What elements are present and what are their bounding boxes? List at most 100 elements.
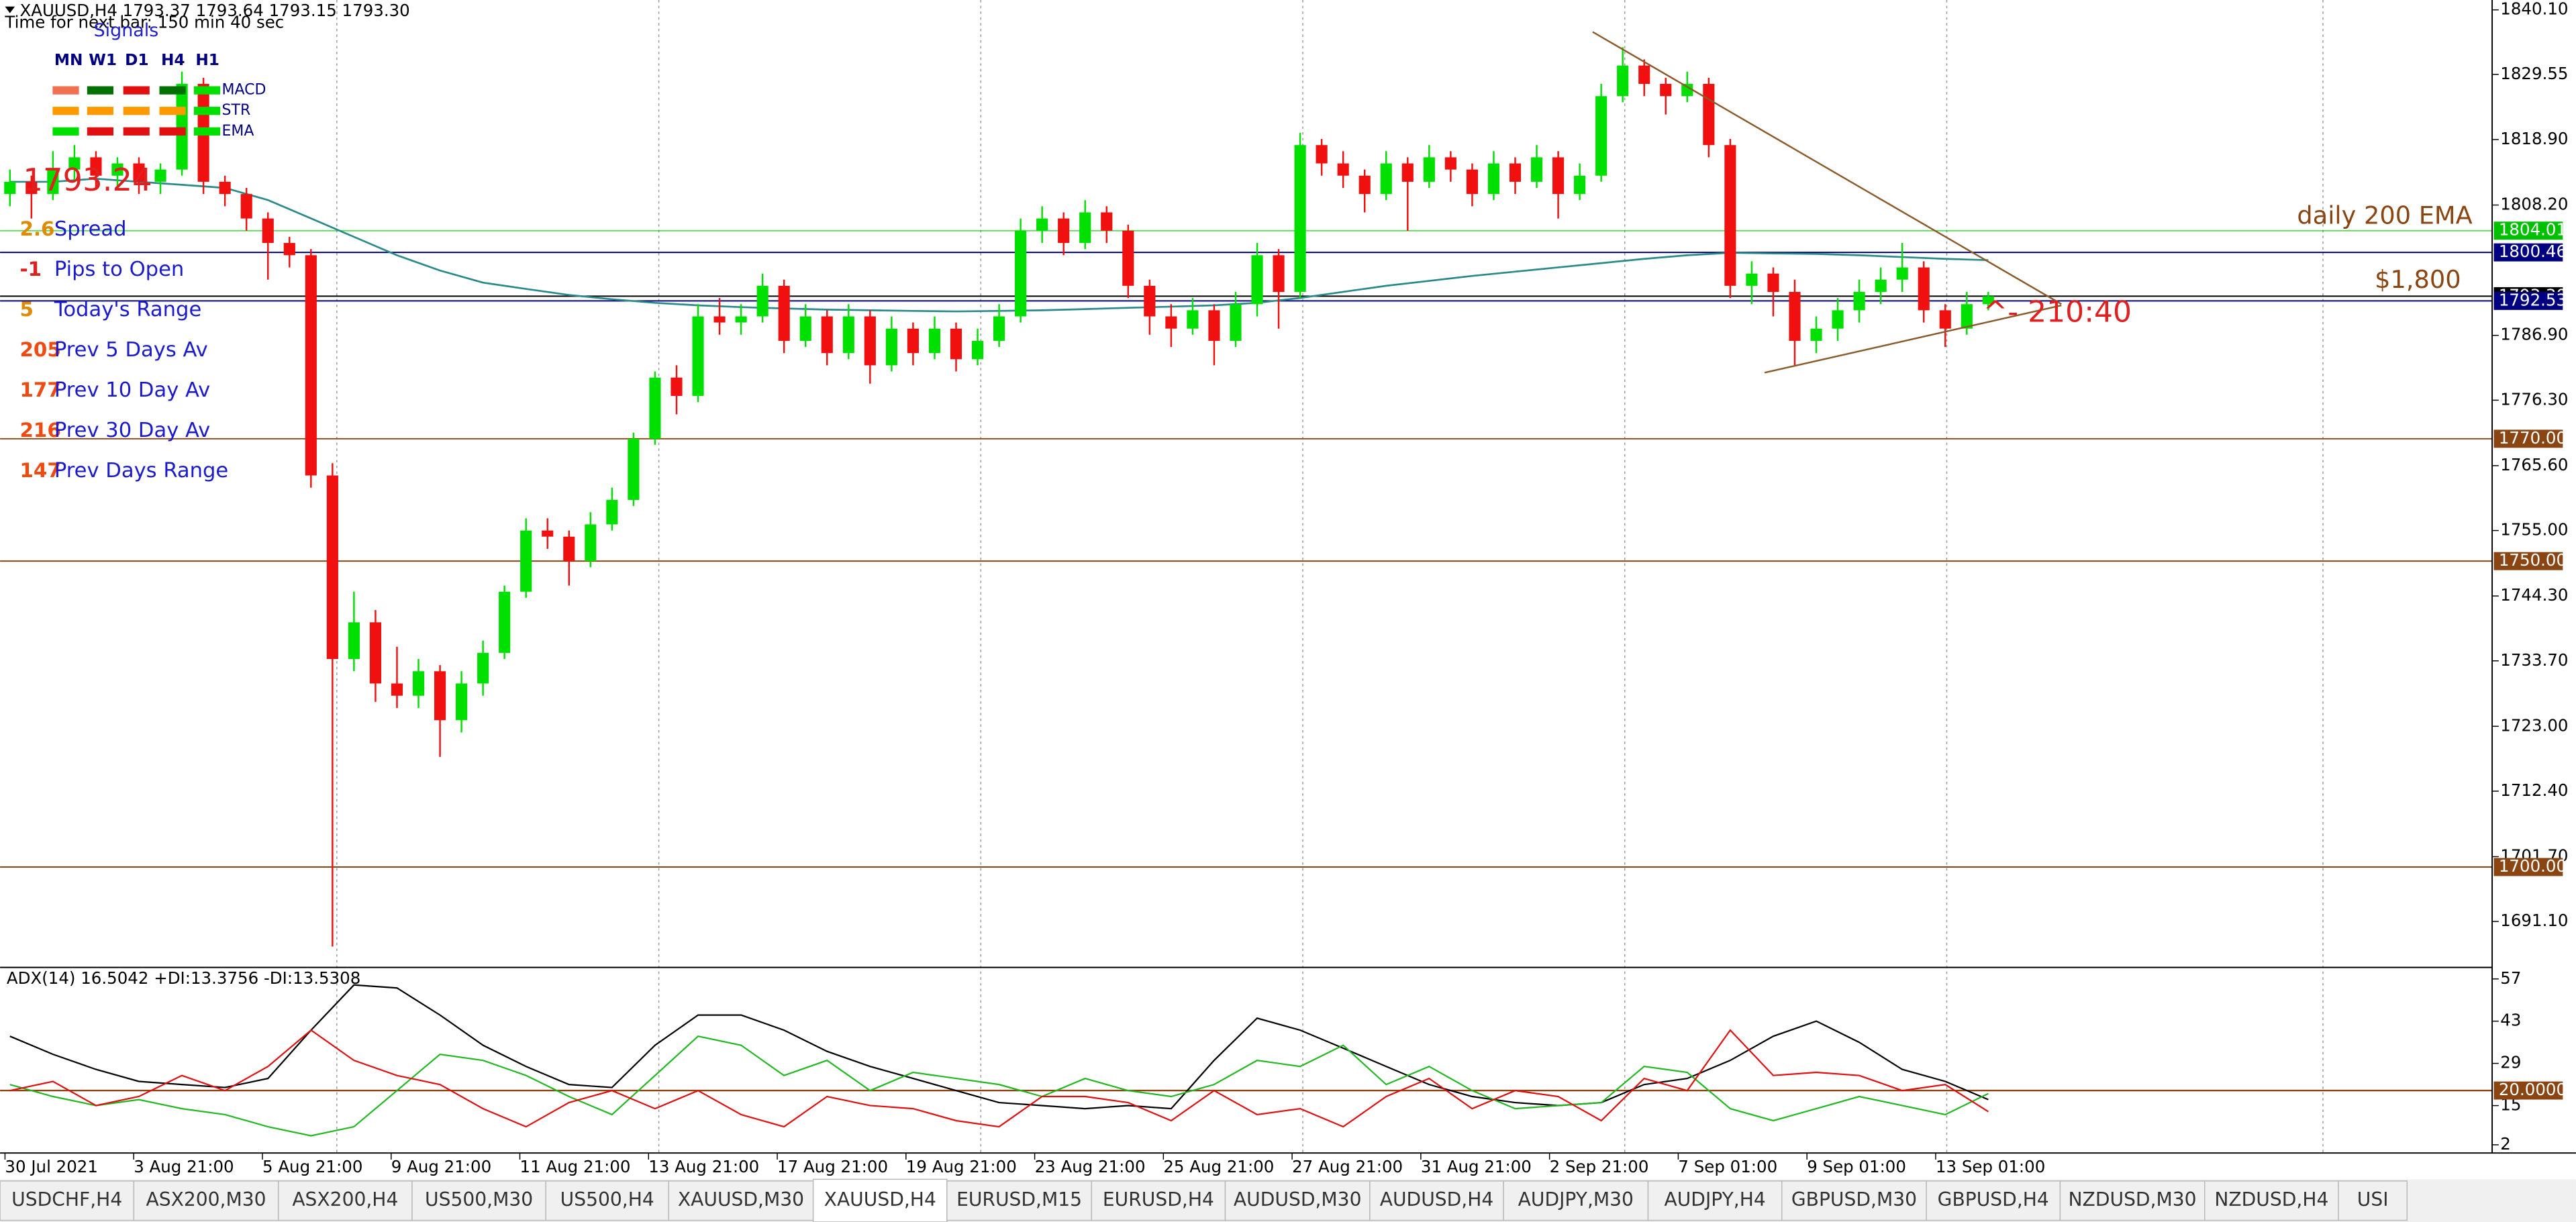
signal-row-label: STR xyxy=(222,102,251,119)
tab[interactable] xyxy=(2204,1180,2339,1221)
candle-body xyxy=(542,530,554,537)
tab-label[interactable]: NZDUSD,M30 xyxy=(2069,1188,2197,1211)
candle-body xyxy=(1165,316,1177,329)
y-tick-label: 1776.30 xyxy=(2500,389,2568,409)
signal-timeframe: MN xyxy=(54,51,83,69)
tab[interactable] xyxy=(2338,1180,2408,1221)
candle-body xyxy=(412,671,425,696)
info-label: Prev Days Range xyxy=(54,459,228,482)
candle-body xyxy=(649,377,661,439)
tab[interactable] xyxy=(1091,1180,1226,1221)
signals-title: Signals xyxy=(94,20,159,41)
tab[interactable] xyxy=(1369,1180,1504,1221)
x-tick-label: 23 Aug 21:00 xyxy=(1035,1157,1146,1176)
tab-label[interactable]: AUDUSD,M30 xyxy=(1234,1188,1362,1211)
tab-label[interactable]: USDCHF,H4 xyxy=(11,1188,122,1211)
candle-body xyxy=(1316,145,1328,164)
candle-body xyxy=(778,285,790,341)
candle-body xyxy=(1294,145,1306,292)
signal-cell xyxy=(87,127,113,136)
tab[interactable] xyxy=(1503,1180,1649,1221)
tab[interactable] xyxy=(1781,1180,1927,1221)
tab-label[interactable]: AUDUSD,H4 xyxy=(1380,1188,1494,1211)
x-tick-label: 25 Aug 21:00 xyxy=(1163,1157,1274,1176)
indicator-level-label: 20.0000 xyxy=(2499,1080,2567,1099)
tab[interactable] xyxy=(946,1180,1093,1221)
signal-cell xyxy=(52,107,79,115)
x-tick-label: 31 Aug 21:00 xyxy=(1421,1157,1532,1176)
x-tick-label: 2 Sep 21:00 xyxy=(1550,1157,1649,1176)
tab[interactable] xyxy=(545,1180,669,1221)
tab-label[interactable]: AUDJPY,M30 xyxy=(1518,1188,1634,1211)
candle-body xyxy=(928,328,941,354)
candle-body xyxy=(585,524,597,562)
tab-label[interactable]: XAUUSD,M30 xyxy=(678,1188,804,1211)
signal-cell xyxy=(193,86,221,95)
signal-timeframe: H4 xyxy=(161,51,185,69)
tab-label[interactable]: US500,M30 xyxy=(425,1188,533,1211)
level-tag xyxy=(2493,291,2563,310)
signal-cell xyxy=(87,86,113,95)
candle-body xyxy=(90,157,102,176)
tab[interactable] xyxy=(1926,1180,2061,1221)
trendline xyxy=(1592,31,2062,305)
candle-body xyxy=(1660,83,1672,97)
tab[interactable] xyxy=(1224,1180,1371,1221)
tab-label[interactable]: EURUSD,M15 xyxy=(956,1188,1082,1211)
y-tick-label: 1712.40 xyxy=(2500,780,2568,800)
candle-body xyxy=(1122,230,1134,286)
tab-label[interactable]: GBPUSD,H4 xyxy=(1938,1188,2049,1211)
y-tick-label: 1691.10 xyxy=(2500,911,2568,930)
symbol-header: XAUUSD,H4 1793.37 1793.64 1793.15 1793.3… xyxy=(19,1,409,20)
candle-body xyxy=(1337,163,1349,176)
tab[interactable] xyxy=(2059,1180,2206,1221)
candle-body xyxy=(1552,157,1565,195)
signal-cell xyxy=(193,127,221,136)
candle-body xyxy=(154,169,166,182)
x-tick-label: 9 Aug 21:00 xyxy=(391,1157,491,1176)
info-value: 216 xyxy=(19,419,60,442)
candle-body xyxy=(1466,169,1478,195)
signal-timeframe: W1 xyxy=(89,51,117,69)
candle-body xyxy=(1767,273,1779,292)
tab-label[interactable]: XAUUSD,H4 xyxy=(824,1188,936,1211)
tab-label[interactable]: US500,H4 xyxy=(560,1188,654,1211)
menu-arrow[interactable] xyxy=(5,6,15,13)
candle-body xyxy=(1423,157,1435,182)
candle-body xyxy=(348,622,360,660)
tab-label[interactable]: USI xyxy=(2357,1188,2389,1211)
tab-label[interactable]: AUDJPY,H4 xyxy=(1664,1188,1765,1211)
candle-body xyxy=(713,316,726,323)
tab[interactable] xyxy=(668,1180,814,1221)
candle-body xyxy=(993,316,1005,341)
signal-cell xyxy=(52,127,79,136)
signal-timeframe: D1 xyxy=(125,51,148,69)
candle-body xyxy=(735,316,747,323)
candle-body xyxy=(1875,279,1887,292)
tab[interactable] xyxy=(133,1180,279,1221)
level-tag xyxy=(2493,429,2563,448)
tab[interactable] xyxy=(277,1180,413,1221)
candle-body xyxy=(1251,255,1263,305)
x-tick-label: 17 Aug 21:00 xyxy=(777,1157,888,1176)
tab-label[interactable]: ASX200,M30 xyxy=(146,1188,266,1211)
candle-body xyxy=(1187,310,1199,329)
price-label: 1793.24 xyxy=(23,162,152,198)
candle-body xyxy=(1509,163,1522,182)
tab[interactable] xyxy=(1647,1180,1783,1221)
candle-body xyxy=(1810,328,1822,341)
tab-label[interactable]: EURUSD,H4 xyxy=(1103,1188,1214,1211)
candle-body xyxy=(1853,291,1865,311)
tab[interactable] xyxy=(812,1178,948,1222)
tab-label[interactable]: ASX200,H4 xyxy=(292,1188,398,1211)
tab-label[interactable]: NZDUSD,H4 xyxy=(2214,1188,2328,1211)
candle-body xyxy=(1617,65,1629,97)
candle-body xyxy=(1961,304,1973,329)
candle-body xyxy=(1703,83,1715,146)
level-tag xyxy=(2493,221,2563,240)
candle-body xyxy=(799,316,811,341)
tab-label[interactable]: GBPUSD,M30 xyxy=(1791,1188,1917,1211)
y-tick-label: 1765.60 xyxy=(2500,455,2568,474)
